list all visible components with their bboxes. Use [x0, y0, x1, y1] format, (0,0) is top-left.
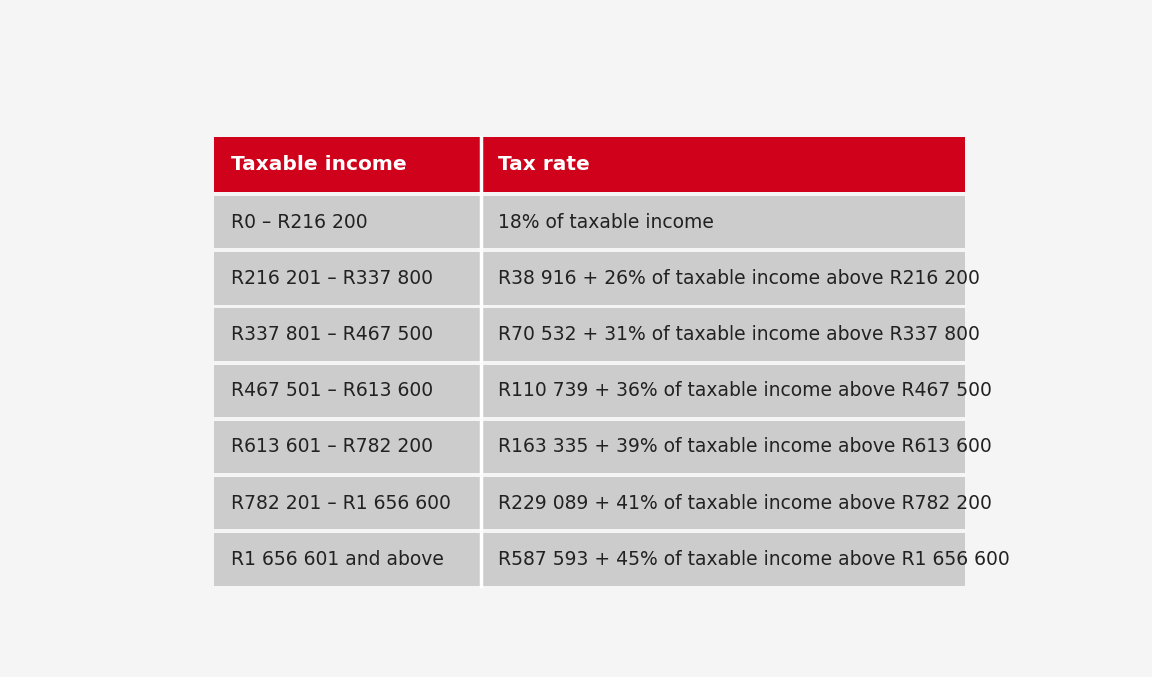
Text: R229 089 + 41% of taxable income above R782 200: R229 089 + 41% of taxable income above R… — [498, 494, 992, 512]
Text: Taxable income: Taxable income — [230, 155, 407, 174]
Text: R613 601 – R782 200: R613 601 – R782 200 — [230, 437, 433, 456]
Text: R587 593 + 45% of taxable income above R1 656 600: R587 593 + 45% of taxable income above R… — [498, 550, 1009, 569]
Bar — [214, 533, 965, 586]
Bar — [214, 477, 965, 529]
Text: R110 739 + 36% of taxable income above R467 500: R110 739 + 36% of taxable income above R… — [498, 381, 992, 400]
Bar — [214, 196, 965, 248]
Bar — [214, 365, 965, 417]
Text: R163 335 + 39% of taxable income above R613 600: R163 335 + 39% of taxable income above R… — [498, 437, 992, 456]
Bar — [214, 421, 965, 473]
Bar — [214, 309, 965, 361]
Text: R467 501 – R613 600: R467 501 – R613 600 — [230, 381, 433, 400]
Bar — [214, 252, 965, 305]
Text: Tax rate: Tax rate — [498, 155, 590, 174]
Text: R38 916 + 26% of taxable income above R216 200: R38 916 + 26% of taxable income above R2… — [498, 269, 979, 288]
Text: R782 201 – R1 656 600: R782 201 – R1 656 600 — [230, 494, 450, 512]
Text: R1 656 601 and above: R1 656 601 and above — [230, 550, 444, 569]
Text: R337 801 – R467 500: R337 801 – R467 500 — [230, 325, 433, 344]
Text: R70 532 + 31% of taxable income above R337 800: R70 532 + 31% of taxable income above R3… — [498, 325, 979, 344]
Text: 18% of taxable income: 18% of taxable income — [498, 213, 713, 232]
Text: R0 – R216 200: R0 – R216 200 — [230, 213, 367, 232]
Bar — [214, 137, 965, 192]
Text: R216 201 – R337 800: R216 201 – R337 800 — [230, 269, 433, 288]
